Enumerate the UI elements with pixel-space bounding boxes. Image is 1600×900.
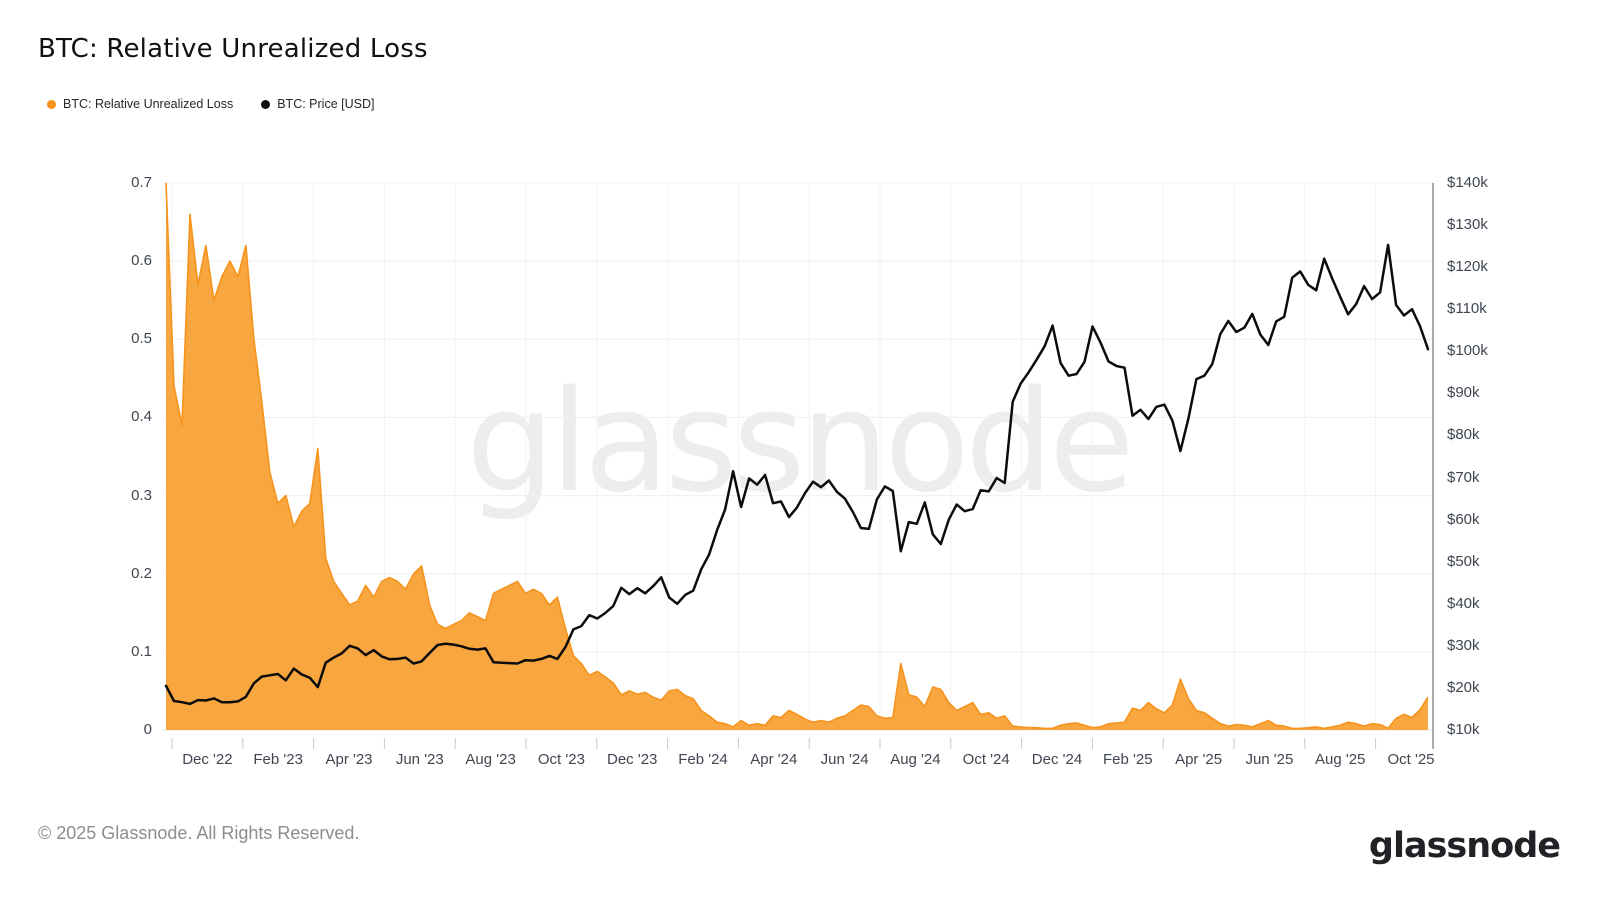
legend-swatch-orange-icon bbox=[47, 99, 56, 109]
legend-swatch-black-icon bbox=[261, 99, 271, 109]
y-right-tick-label: $50k bbox=[1447, 552, 1480, 570]
x-tick-label: Oct '23 bbox=[537, 751, 585, 768]
y-right-tick-label: $60k bbox=[1447, 510, 1480, 528]
x-tick-label: Oct '24 bbox=[962, 751, 1010, 768]
x-tick-label: Dec '23 bbox=[606, 751, 658, 768]
y-right-tick-label: $20k bbox=[1447, 678, 1480, 696]
y-left-tick-label: 0.6 bbox=[131, 252, 152, 270]
x-tick-label: Jun '23 bbox=[395, 751, 444, 768]
y-left-tick-label: 0.4 bbox=[131, 408, 152, 426]
page-title: BTC: Relative Unrealized Loss bbox=[38, 34, 428, 64]
x-tick-label: Apr '25 bbox=[1175, 751, 1223, 768]
x-tick-label: Oct '25 bbox=[1387, 751, 1435, 768]
y-left-tick-label: 0.5 bbox=[131, 330, 152, 348]
y-right-tick-label: $110k bbox=[1447, 300, 1487, 318]
y-right-tick-label: $100k bbox=[1447, 342, 1488, 360]
x-tick-label: Aug '25 bbox=[1314, 751, 1366, 768]
y-left-tick-label: 0.1 bbox=[131, 642, 152, 660]
x-tick-label: Apr '24 bbox=[750, 751, 798, 768]
y-left-tick-label: 0.3 bbox=[131, 486, 152, 504]
y-right-tick-label: $10k bbox=[1447, 721, 1480, 738]
legend: BTC: Relative Unrealized Loss BTC: Price… bbox=[47, 97, 374, 111]
x-tick-label: Feb '23 bbox=[253, 751, 303, 768]
y-right-tick-label: $90k bbox=[1447, 384, 1480, 402]
y-left-tick-label: 0 bbox=[143, 721, 152, 738]
legend-item-price[interactable]: BTC: Price [USD] bbox=[261, 97, 374, 111]
x-tick-label: Aug '24 bbox=[890, 751, 941, 768]
x-tick-label: Jun '25 bbox=[1245, 751, 1294, 768]
x-tick-label: Apr '23 bbox=[325, 751, 373, 768]
x-tick-label: Feb '25 bbox=[1103, 751, 1153, 768]
y-right-tick-label: $30k bbox=[1447, 636, 1480, 654]
copyright-text: © 2025 Glassnode. All Rights Reserved. bbox=[38, 823, 360, 843]
y-left-tick-label: 0.2 bbox=[131, 564, 152, 582]
y-right-tick-label: $120k bbox=[1447, 258, 1488, 276]
y-left-tick-label: 0.7 bbox=[131, 174, 152, 191]
x-tick-label: Dec '24 bbox=[1031, 751, 1083, 768]
legend-item-relative-unrealized-loss[interactable]: BTC: Relative Unrealized Loss bbox=[47, 97, 233, 111]
y-right-tick-label: $80k bbox=[1447, 426, 1480, 444]
legend-label-relative-unrealized-loss: BTC: Relative Unrealized Loss bbox=[63, 97, 234, 111]
x-tick-label: Feb '24 bbox=[678, 751, 728, 768]
glassnode-logo: glassnode bbox=[1368, 826, 1561, 866]
x-tick-label: Jun '24 bbox=[820, 751, 869, 768]
y-right-tick-label: $140k bbox=[1447, 174, 1488, 191]
y-right-tick-label: $130k bbox=[1447, 216, 1488, 234]
x-tick-label: Dec '22 bbox=[182, 751, 233, 768]
legend-label-price: BTC: Price [USD] bbox=[277, 97, 375, 111]
y-right-tick-label: $40k bbox=[1447, 594, 1480, 612]
x-tick-label: Aug '23 bbox=[465, 751, 516, 768]
y-right-tick-label: $70k bbox=[1447, 468, 1480, 486]
